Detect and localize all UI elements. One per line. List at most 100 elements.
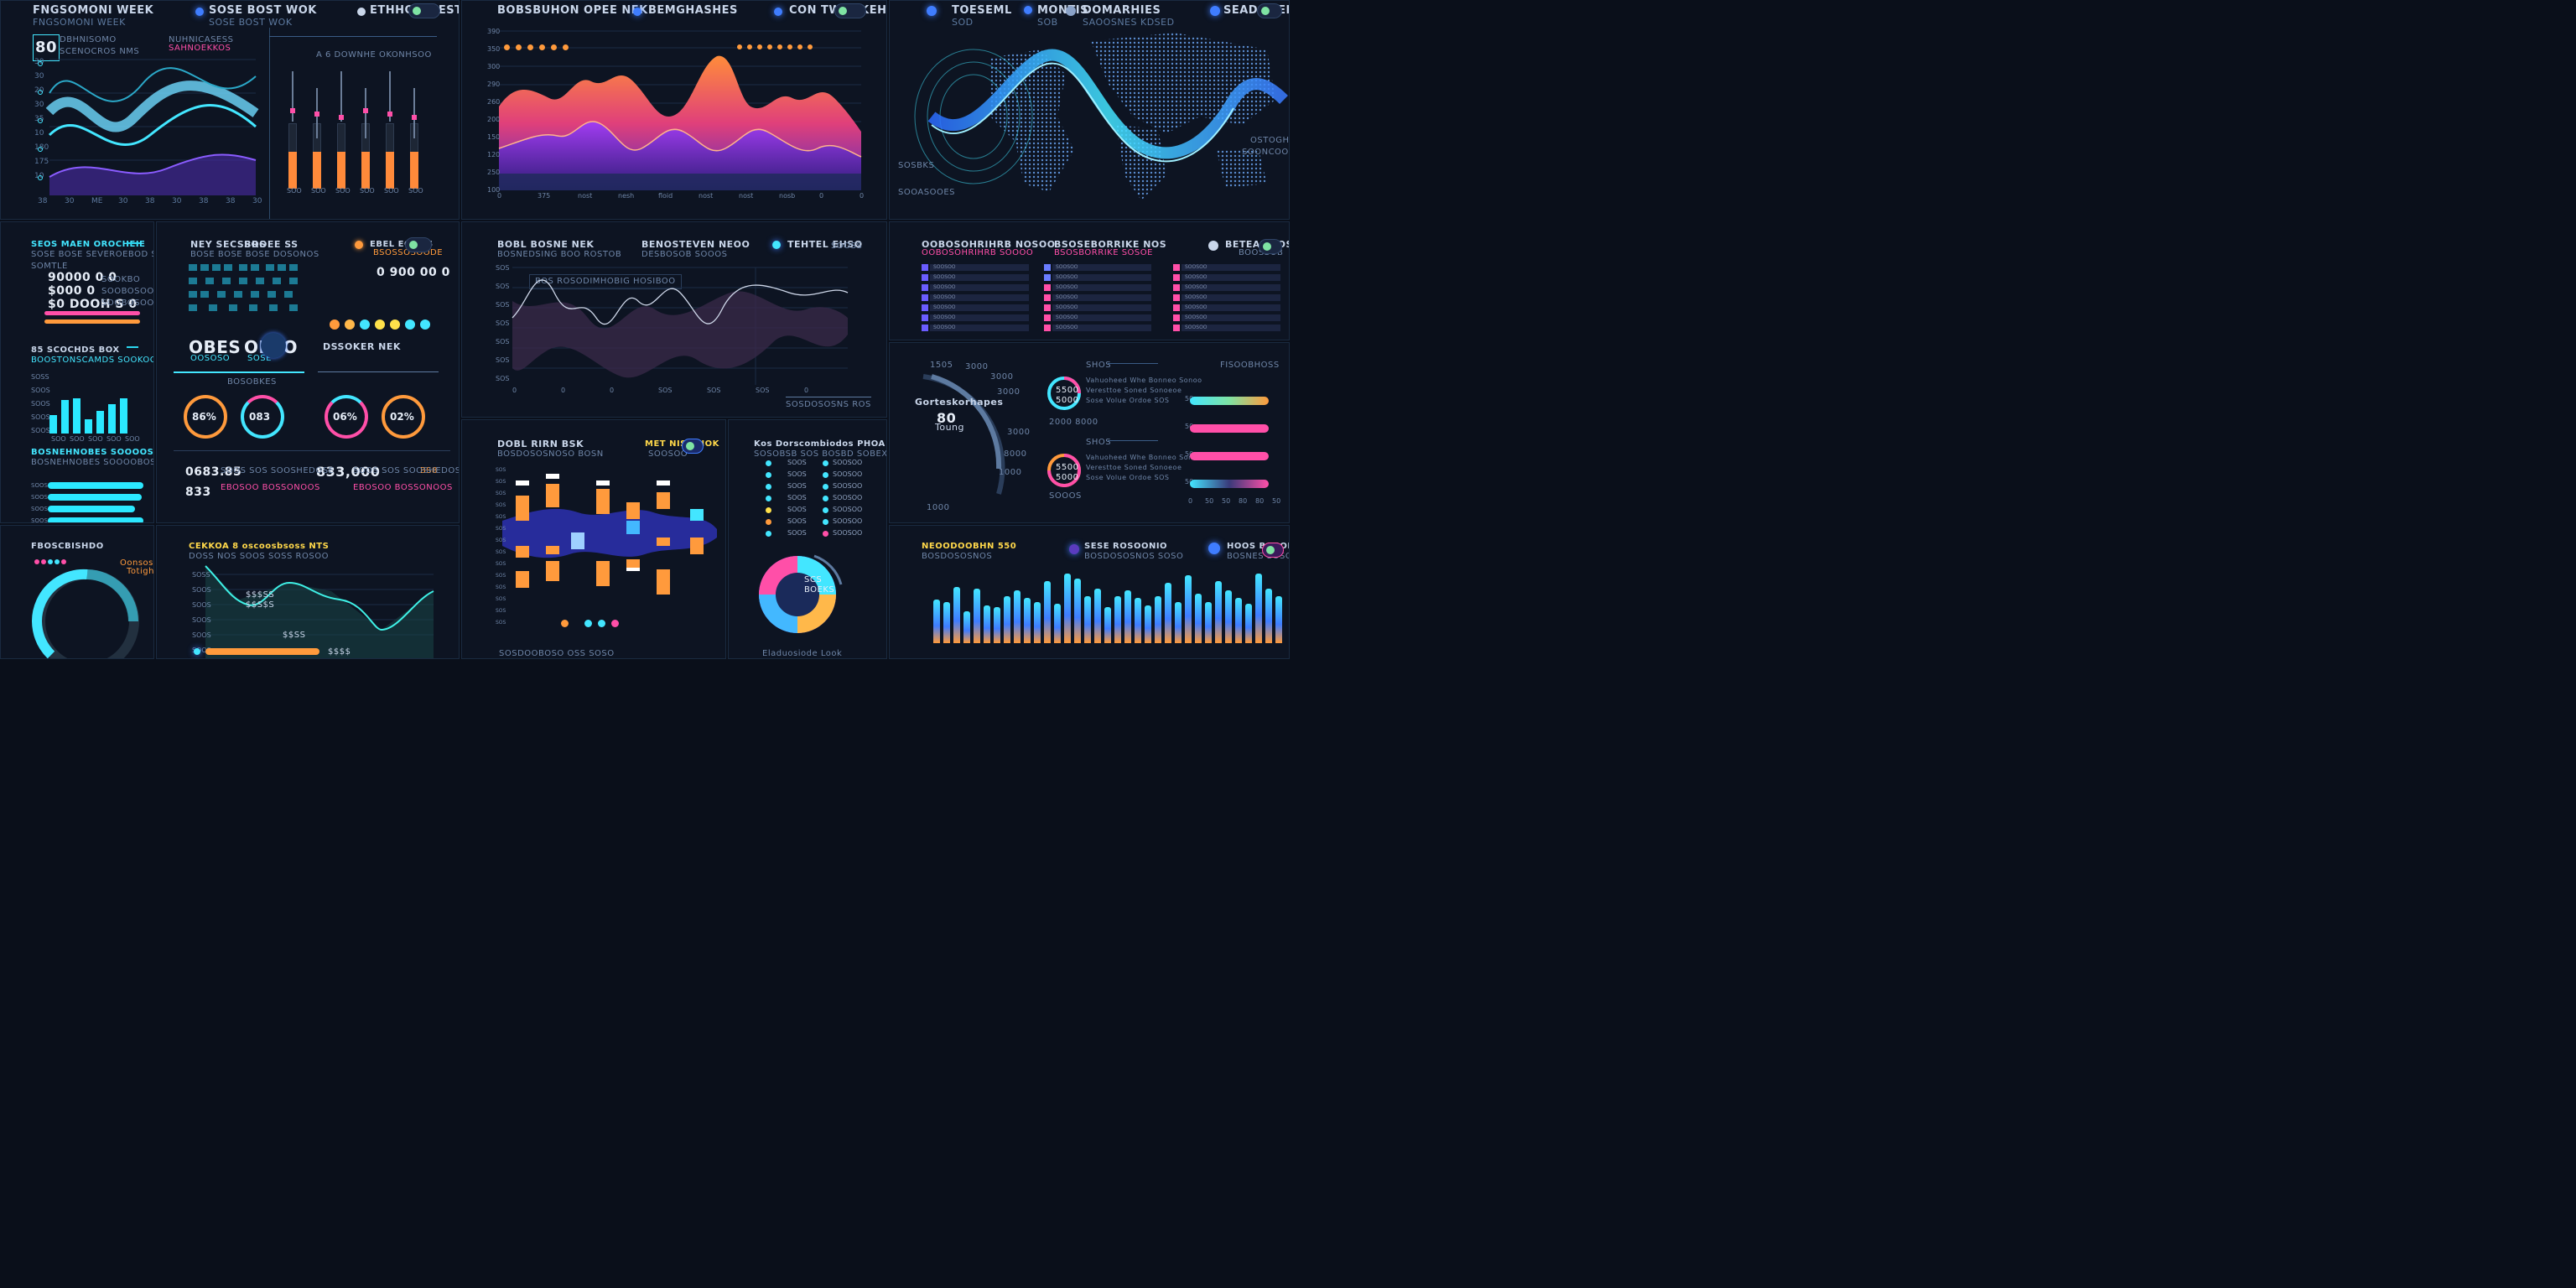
pager-dot[interactable] — [561, 620, 569, 627]
wave-series-2 — [48, 104, 257, 147]
list-swatch — [922, 274, 928, 281]
gear-icon[interactable] — [357, 8, 366, 16]
annotation-2: $$S$S — [246, 600, 275, 610]
list-row: SOOSOO — [1052, 274, 1151, 281]
y-tick: SOS — [496, 620, 506, 626]
list-swatch — [922, 314, 928, 321]
toggle-switch[interactable] — [405, 237, 432, 252]
map-sub-2: SOB — [1037, 17, 1058, 28]
ring1-line-1: Vahuoheed Whe Bonneo Sonoo — [1086, 377, 1202, 384]
list-swatch — [1044, 264, 1051, 271]
x-tick: 375 — [538, 192, 551, 200]
y-tick: SOS — [496, 549, 506, 555]
list-bar — [48, 517, 143, 522]
bar-segment — [516, 496, 529, 521]
list-row: SOOSOO — [1182, 304, 1280, 311]
y-tick: 350 — [487, 45, 501, 53]
panel-subtitle: BOSDOSOSNOS — [922, 552, 993, 561]
y-tick: 175 — [34, 158, 49, 166]
row-4: SOOBOSOO — [101, 299, 154, 308]
bar — [1034, 601, 1041, 643]
pager-dot[interactable] — [584, 620, 592, 627]
list-swatch — [922, 294, 928, 301]
sun-icon — [195, 8, 204, 16]
gauge-title: 1505 — [930, 361, 953, 370]
list-title: BOSNEHNOBES SOOOOS — [31, 448, 154, 457]
y-tick: 150 — [487, 133, 501, 141]
bar-needle — [413, 88, 415, 138]
ring-title-2: SHOS — [1086, 438, 1112, 447]
bar — [1124, 590, 1131, 643]
toggle-switch[interactable] — [1257, 3, 1282, 18]
panel-bar-lists: OOBOSOHRIHRB NOSOO OOBOSOHRIHRB SOOOO BS… — [889, 221, 1290, 340]
toggle-label: EBEL EOOHS — [370, 240, 434, 249]
pager-dot[interactable] — [611, 620, 619, 627]
hint-text: BOS ROSODIMHOBIG HOSIBOO — [529, 274, 682, 289]
x-tick: 38 — [38, 197, 48, 205]
bar-label: SOO — [384, 187, 399, 195]
toggle-switch[interactable] — [408, 3, 440, 18]
stat-line-4: EBOSOO BOSSONOOS — [353, 483, 453, 492]
pager-dot[interactable] — [598, 620, 605, 627]
globe-icon — [927, 6, 937, 16]
bar-segment — [516, 571, 529, 588]
list-bar — [48, 482, 143, 489]
settings-icon[interactable] — [1210, 6, 1220, 16]
x-tick: 0 — [561, 387, 566, 394]
bar-segment — [596, 480, 610, 486]
list-row: SOOSOO — [1052, 294, 1151, 301]
bar-label: SOO — [335, 187, 351, 195]
ring2-value-b: 5000 — [1056, 473, 1079, 482]
toggle-switch[interactable] — [682, 439, 704, 454]
gear-icon[interactable] — [774, 8, 782, 16]
map-label-1: TOESEML — [952, 4, 1012, 17]
donut-value: 86% — [192, 411, 216, 423]
bar — [1275, 596, 1282, 643]
bar-needle — [340, 71, 342, 122]
small-sub: SAHNOEKKOS — [169, 44, 231, 53]
bar — [1245, 604, 1252, 643]
marker-dot — [551, 44, 557, 50]
list-dot — [823, 531, 828, 537]
x-tick: nost — [699, 192, 714, 200]
bar-segment — [657, 492, 670, 509]
wave-band — [502, 508, 717, 558]
list-sub-3: BOOSSOB — [1239, 248, 1284, 257]
right-label: DSSOKER NEK — [323, 341, 401, 352]
x-tick: 0 — [860, 192, 865, 200]
list-swatch — [1044, 274, 1051, 281]
ring-title-1: SHOS — [1086, 361, 1112, 370]
marker-dot — [563, 44, 569, 50]
divider — [127, 346, 138, 348]
x-tick: SOS — [658, 387, 673, 394]
list-label: SOOS — [787, 470, 807, 478]
list-label: SOOSOO — [833, 494, 863, 501]
bars-subtitle: BOOSTONSCAMDS SOOKOOMONS — [31, 356, 153, 365]
bar-segment — [690, 538, 704, 554]
toggle-switch[interactable] — [834, 3, 866, 18]
marker-dot — [516, 44, 522, 50]
toggle-label: TEHTEL EHSO — [787, 239, 863, 250]
y-tick: SOS — [496, 375, 510, 382]
bar — [963, 611, 970, 643]
bar-segment — [626, 559, 640, 568]
y-tick: 30 — [34, 72, 44, 80]
list-row: SOOSOO — [1052, 284, 1151, 291]
list-dot — [823, 460, 828, 466]
gauge-value: 80 — [937, 410, 957, 426]
x-tick: SOO — [70, 435, 85, 443]
toggle-switch[interactable] — [1262, 543, 1284, 558]
stat-line-1: SOOS SOS SOOSHEDOSE — [221, 466, 335, 475]
settings-icon[interactable] — [1208, 543, 1220, 554]
play-icon[interactable] — [194, 648, 200, 655]
list-swatch — [1044, 294, 1051, 301]
ring2-value-a: 5500 — [1056, 463, 1079, 472]
bar-segment — [657, 569, 670, 595]
gauge-tick-5: 8000 — [1004, 449, 1027, 459]
hbar-label: 50 — [1185, 478, 1194, 486]
bar-value — [410, 152, 418, 189]
toggle-switch[interactable] — [1259, 239, 1282, 254]
bar-cap — [314, 112, 319, 117]
bar — [1225, 590, 1232, 643]
header-secondary: BEMGHASHES — [648, 4, 738, 17]
